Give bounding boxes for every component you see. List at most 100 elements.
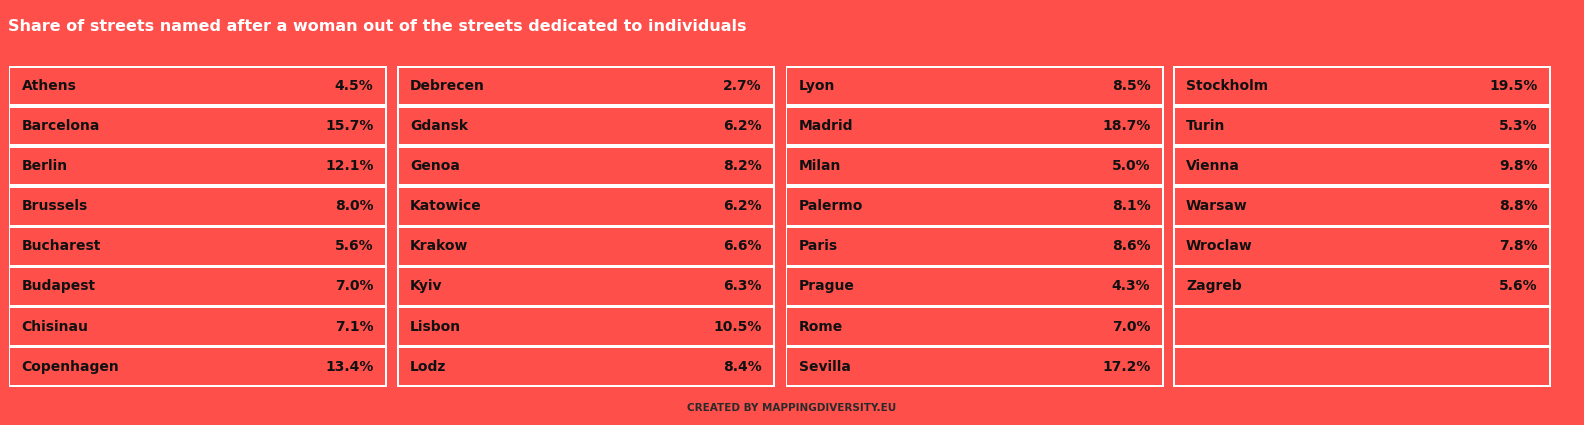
Text: Katowice: Katowice [410, 199, 482, 213]
Text: 8.8%: 8.8% [1498, 199, 1538, 213]
Text: 7.0%: 7.0% [1112, 320, 1150, 334]
Text: 4.5%: 4.5% [334, 79, 374, 93]
Bar [787, 268, 1161, 305]
Bar [1174, 146, 1551, 186]
Text: 15.7%: 15.7% [325, 119, 374, 133]
Text: Debrecen: Debrecen [410, 79, 485, 93]
Bar [1175, 148, 1549, 184]
Bar [787, 148, 1161, 184]
Text: Gdansk: Gdansk [410, 119, 467, 133]
Bar [1174, 186, 1551, 226]
Text: Genoa: Genoa [410, 159, 459, 173]
Text: 13.4%: 13.4% [325, 360, 374, 374]
Text: Berlin: Berlin [22, 159, 68, 173]
Bar [398, 227, 775, 266]
Bar [8, 227, 386, 266]
Bar [787, 108, 1161, 144]
Text: Sevilla: Sevilla [798, 360, 851, 374]
Text: Stockholm: Stockholm [1186, 79, 1269, 93]
Bar [399, 148, 773, 184]
Text: Warsaw: Warsaw [1186, 199, 1248, 213]
Bar [1175, 308, 1549, 345]
Bar [398, 306, 775, 347]
Text: 8.0%: 8.0% [334, 199, 374, 213]
Bar [786, 66, 1164, 106]
Bar [786, 227, 1164, 266]
Bar [1175, 108, 1549, 144]
Text: 6.2%: 6.2% [724, 119, 762, 133]
Text: 6.3%: 6.3% [724, 280, 762, 294]
Bar [1174, 347, 1551, 387]
Bar [398, 347, 775, 387]
Text: Athens: Athens [22, 79, 76, 93]
Text: 9.8%: 9.8% [1500, 159, 1538, 173]
Text: Madrid: Madrid [798, 119, 854, 133]
Text: Barcelona: Barcelona [22, 119, 100, 133]
Text: Paris: Paris [798, 239, 838, 253]
Text: 19.5%: 19.5% [1489, 79, 1538, 93]
Bar [399, 68, 773, 104]
Bar [399, 188, 773, 224]
Bar [1175, 188, 1549, 224]
Text: 2.7%: 2.7% [724, 79, 762, 93]
Bar [8, 266, 386, 306]
Text: 5.6%: 5.6% [334, 239, 374, 253]
Text: 10.5%: 10.5% [714, 320, 762, 334]
Bar [787, 68, 1161, 104]
Text: Palermo: Palermo [798, 199, 863, 213]
Bar [11, 348, 385, 385]
Bar [787, 308, 1161, 345]
Text: Prague: Prague [798, 280, 854, 294]
Text: 6.2%: 6.2% [724, 199, 762, 213]
Bar [11, 268, 385, 305]
Text: Lisbon: Lisbon [410, 320, 461, 334]
Text: 5.3%: 5.3% [1500, 119, 1538, 133]
Text: 6.6%: 6.6% [724, 239, 762, 253]
Bar [1175, 68, 1549, 104]
Text: 12.1%: 12.1% [325, 159, 374, 173]
Bar [787, 188, 1161, 224]
Text: Krakow: Krakow [410, 239, 469, 253]
Bar [399, 108, 773, 144]
Bar [398, 186, 775, 226]
Text: Bucharest: Bucharest [22, 239, 101, 253]
Text: Kyiv: Kyiv [410, 280, 442, 294]
Text: 5.6%: 5.6% [1500, 280, 1538, 294]
Bar [1174, 266, 1551, 306]
Bar [786, 106, 1164, 146]
Bar [787, 228, 1161, 265]
Text: 18.7%: 18.7% [1102, 119, 1150, 133]
Text: 7.1%: 7.1% [334, 320, 374, 334]
Bar [1175, 228, 1549, 265]
Text: 8.4%: 8.4% [724, 360, 762, 374]
Text: Budapest: Budapest [22, 280, 95, 294]
Bar [399, 268, 773, 305]
Text: 17.2%: 17.2% [1102, 360, 1150, 374]
Bar [786, 347, 1164, 387]
Bar [8, 186, 386, 226]
Bar [8, 306, 386, 347]
Bar [399, 308, 773, 345]
Text: Rome: Rome [798, 320, 843, 334]
Bar [1174, 66, 1551, 106]
Bar [398, 146, 775, 186]
Text: 8.1%: 8.1% [1112, 199, 1150, 213]
Text: Milan: Milan [798, 159, 841, 173]
Text: Lyon: Lyon [798, 79, 835, 93]
Bar [11, 148, 385, 184]
Text: Zagreb: Zagreb [1186, 280, 1242, 294]
Text: CREATED BY MAPPINGDIVERSITY.EU: CREATED BY MAPPINGDIVERSITY.EU [687, 403, 897, 413]
Text: 5.0%: 5.0% [1112, 159, 1150, 173]
Bar [786, 266, 1164, 306]
Bar [1174, 306, 1551, 347]
Bar [11, 68, 385, 104]
Bar [786, 306, 1164, 347]
Text: 8.2%: 8.2% [724, 159, 762, 173]
Text: 4.3%: 4.3% [1112, 280, 1150, 294]
Bar [8, 347, 386, 387]
Bar [8, 146, 386, 186]
Bar [398, 66, 775, 106]
Bar [1175, 348, 1549, 385]
Bar [787, 348, 1161, 385]
Text: Share of streets named after a woman out of the streets dedicated to individuals: Share of streets named after a woman out… [8, 19, 748, 34]
